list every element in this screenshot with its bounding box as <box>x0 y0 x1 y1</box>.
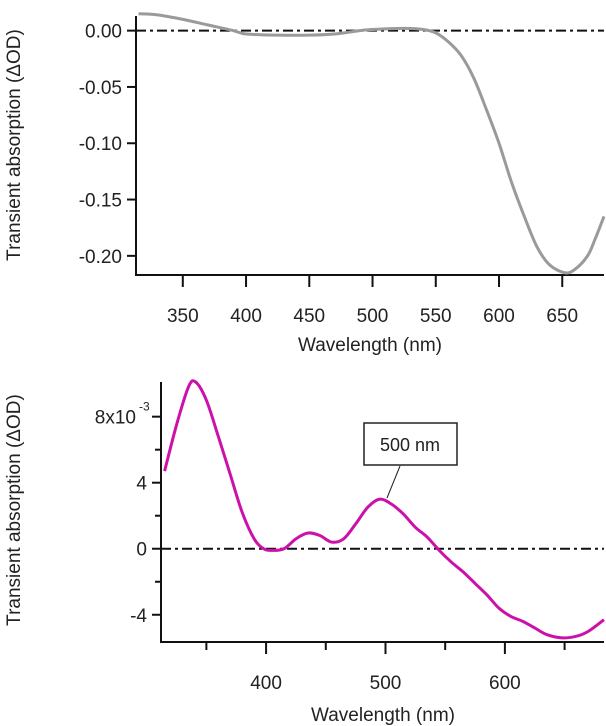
annotation-text: 500 nm <box>380 435 440 455</box>
chart1-xtick-label: 400 <box>250 673 282 694</box>
chart0-xtick-label: 400 <box>230 306 262 327</box>
top-xlabel: Wavelength (nm) <box>298 335 442 356</box>
chart0-ytick-label: -0.20 <box>79 247 122 268</box>
bottom-xlabel: Wavelength (nm) <box>311 705 455 726</box>
chart1-ytick-exponent: -3 <box>139 400 150 414</box>
chart1-xtick-label: 500 <box>370 673 402 694</box>
annotation-leader <box>386 465 401 499</box>
chart1-xtick-label: 600 <box>489 673 521 694</box>
chart1-ytick-label: -4 <box>130 606 147 627</box>
chart0-xtick-label: 350 <box>167 306 199 327</box>
chart0-series-line <box>138 12 606 275</box>
chart1-ytick-label: 4 <box>136 474 147 495</box>
annotation-500nm: 500 nm <box>363 422 458 499</box>
chart0-xtick-label: 650 <box>546 306 578 327</box>
chart0-ytick-label: -0.15 <box>79 191 122 212</box>
chart0-xtick-label: 450 <box>293 306 325 327</box>
chart1-ytick-label: 8x10 <box>95 408 136 429</box>
chart0-xtick-label: 550 <box>420 306 452 327</box>
chart1-series-line <box>163 379 605 640</box>
chart1-ytick-label: 0 <box>136 540 147 561</box>
chart0-xtick-label: 500 <box>357 306 389 327</box>
chart0-ytick-label: -0.10 <box>79 134 122 155</box>
chart0-ytick-label: 0.00 <box>85 22 122 43</box>
bottom-ylabel: Transient absorption (ΔOD) <box>4 394 25 626</box>
top-ylabel: Transient absorption (ΔOD) <box>4 29 25 261</box>
chart0-ytick-label: -0.05 <box>79 78 122 99</box>
chart0-xtick-label: 600 <box>483 306 515 327</box>
annotation-box <box>363 422 458 466</box>
